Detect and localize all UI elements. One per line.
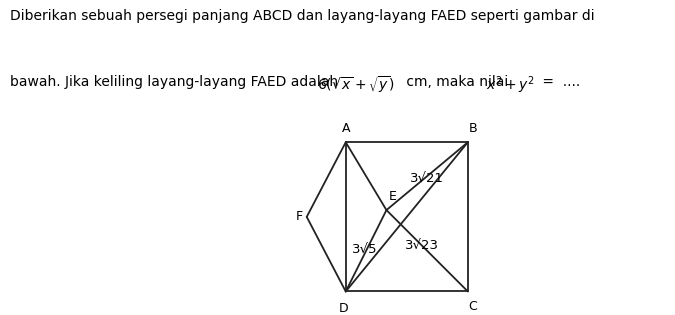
Text: B: B bbox=[468, 123, 477, 135]
Text: bawah. Jika keliling layang-layang FAED adalah: bawah. Jika keliling layang-layang FAED … bbox=[10, 75, 343, 89]
Text: =  ....: = .... bbox=[538, 75, 580, 89]
Text: F: F bbox=[296, 210, 302, 223]
Text: 3√21: 3√21 bbox=[410, 171, 444, 184]
Text: cm, maka nilai: cm, maka nilai bbox=[402, 75, 512, 89]
Text: 3√23: 3√23 bbox=[405, 239, 439, 252]
Text: E: E bbox=[389, 190, 397, 203]
Text: 3√5: 3√5 bbox=[352, 243, 377, 255]
Text: $6(\sqrt{x} + \sqrt{y})$: $6(\sqrt{x} + \sqrt{y})$ bbox=[317, 75, 396, 95]
Text: Diberikan sebuah persegi panjang ABCD dan layang-layang FAED seperti gambar di: Diberikan sebuah persegi panjang ABCD da… bbox=[10, 9, 595, 23]
Text: $x^2 + y^2$: $x^2 + y^2$ bbox=[486, 75, 535, 96]
Text: C: C bbox=[468, 300, 477, 313]
Text: A: A bbox=[342, 123, 350, 135]
Text: D: D bbox=[340, 302, 349, 315]
